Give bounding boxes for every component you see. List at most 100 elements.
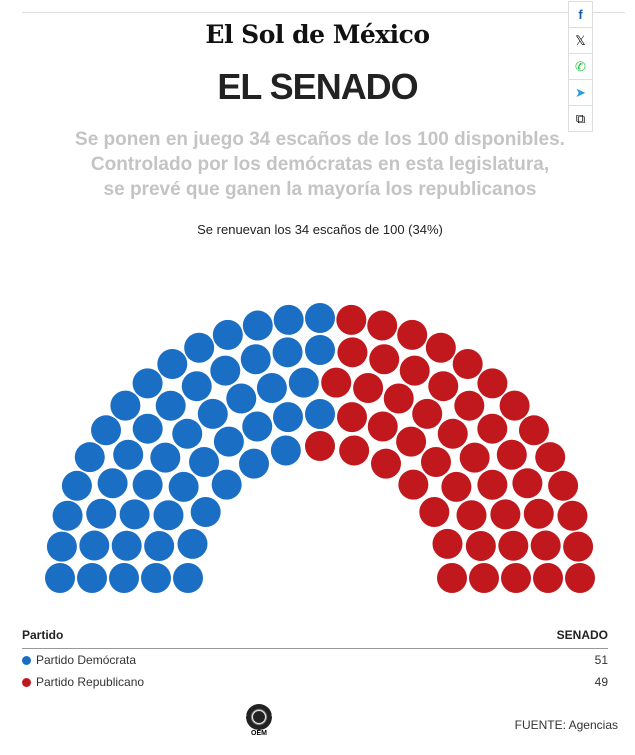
seat-republican bbox=[339, 435, 370, 466]
seat-democrat bbox=[86, 498, 117, 529]
parliament-chart bbox=[45, 303, 595, 593]
seat-democrat bbox=[153, 500, 184, 531]
subtitle-line: se prevé que ganen la mayoría los republ… bbox=[103, 179, 537, 200]
seat-democrat bbox=[288, 367, 319, 398]
seat-democrat bbox=[79, 530, 110, 561]
seat-democrat bbox=[74, 442, 105, 473]
chart-caption: Se renuevan los 34 escaños de 100 (34%) bbox=[197, 222, 443, 237]
table-row: Partido Republicano 49 bbox=[22, 671, 608, 693]
seat-democrat bbox=[213, 426, 244, 457]
seat-democrat bbox=[45, 563, 75, 593]
telegram-icon[interactable]: ➤ bbox=[568, 79, 593, 106]
seat-republican bbox=[452, 349, 483, 380]
seat-republican bbox=[305, 431, 335, 461]
seat-democrat bbox=[211, 469, 242, 500]
subtitle-line: Se ponen en juego 34 escaños de los 100 … bbox=[75, 129, 565, 150]
seat-democrat bbox=[111, 530, 142, 561]
seat-republican bbox=[518, 415, 549, 446]
subtitle: Se ponen en juego 34 escaños de los 100 … bbox=[0, 127, 635, 202]
seat-republican bbox=[371, 448, 401, 479]
logo: El Sol de México bbox=[205, 20, 430, 49]
seat-democrat bbox=[305, 399, 335, 429]
seat-republican bbox=[477, 469, 508, 500]
source-note: FUENTE: Agencias bbox=[514, 718, 618, 732]
results-table: Partido SENADO Partido Demócrata 51 Partid… bbox=[22, 628, 608, 693]
seat-republican bbox=[557, 500, 588, 531]
seat-democrat bbox=[172, 418, 203, 449]
seat-democrat bbox=[184, 332, 215, 363]
seat-republican bbox=[477, 413, 508, 444]
seat-republican bbox=[353, 372, 384, 403]
seat-republican bbox=[396, 426, 427, 457]
header-party: Partido bbox=[22, 628, 64, 642]
seat-republican bbox=[563, 531, 594, 562]
seat-republican bbox=[441, 471, 472, 502]
seat-democrat bbox=[210, 355, 241, 386]
seat-democrat bbox=[242, 411, 273, 442]
seat-republican bbox=[512, 468, 543, 499]
seat-democrat bbox=[113, 439, 144, 470]
seat-democrat bbox=[273, 402, 304, 433]
seat-republican bbox=[420, 447, 451, 478]
seat-democrat bbox=[273, 304, 304, 335]
table-row: Partido Demócrata 51 bbox=[22, 649, 608, 671]
seat-democrat bbox=[305, 335, 335, 365]
seat-republican bbox=[369, 344, 400, 375]
seat-democrat bbox=[119, 499, 150, 530]
seat-democrat bbox=[197, 398, 228, 429]
seat-republican bbox=[469, 563, 499, 593]
seat-democrat bbox=[177, 528, 208, 559]
table-header: Partido SENADO bbox=[22, 628, 608, 649]
seat-republican bbox=[548, 470, 579, 501]
legend-dot bbox=[22, 656, 31, 665]
seat-republican bbox=[496, 439, 527, 470]
seat-democrat bbox=[132, 469, 163, 500]
seat-republican bbox=[428, 371, 459, 402]
header-senado: SENADO bbox=[556, 628, 608, 642]
seat-democrat bbox=[110, 390, 141, 421]
legend-dot bbox=[22, 678, 31, 687]
seat-democrat bbox=[242, 310, 273, 341]
party-name: Partido Demócrata bbox=[36, 653, 137, 667]
seat-democrat bbox=[305, 303, 335, 333]
seat-democrat bbox=[109, 563, 139, 593]
copy-link-icon[interactable]: ⧉ bbox=[568, 105, 593, 132]
seat-republican bbox=[535, 442, 566, 473]
seat-democrat bbox=[226, 383, 257, 414]
seat-democrat bbox=[91, 415, 122, 446]
seat-republican bbox=[419, 497, 450, 527]
seat-republican bbox=[437, 418, 468, 449]
seat-republican bbox=[530, 530, 561, 561]
seat-republican bbox=[412, 398, 443, 429]
seat-democrat bbox=[144, 531, 175, 562]
seat-republican bbox=[367, 310, 398, 341]
seat-democrat bbox=[97, 468, 128, 499]
seat-republican bbox=[397, 319, 428, 350]
whatsapp-icon[interactable]: ✆ bbox=[568, 53, 593, 80]
seat-democrat bbox=[256, 372, 287, 403]
seat-democrat bbox=[52, 500, 83, 531]
seat-republican bbox=[425, 332, 456, 363]
seat-republican bbox=[336, 304, 367, 335]
seat-democrat bbox=[190, 497, 221, 527]
top-divider bbox=[22, 12, 625, 13]
seat-democrat bbox=[46, 531, 77, 562]
facebook-icon[interactable]: f bbox=[568, 1, 593, 28]
seat-democrat bbox=[189, 447, 220, 478]
seat-democrat bbox=[168, 471, 199, 502]
seat-democrat bbox=[272, 337, 303, 368]
share-bar: f 𝕏 ✆ ➤ ⧉ bbox=[568, 1, 593, 132]
seat-democrat bbox=[181, 371, 212, 402]
seat-republican bbox=[383, 383, 414, 414]
oem-logo: OEM bbox=[244, 704, 274, 744]
seat-republican bbox=[456, 500, 487, 531]
seat-democrat bbox=[150, 442, 181, 473]
seat-democrat bbox=[132, 368, 163, 399]
seat-republican bbox=[432, 528, 463, 559]
seat-republican bbox=[454, 390, 485, 421]
seat-count: 49 bbox=[594, 675, 608, 689]
seat-democrat bbox=[77, 563, 107, 593]
x-icon[interactable]: 𝕏 bbox=[568, 27, 593, 54]
seat-democrat bbox=[157, 349, 188, 380]
seat-republican bbox=[465, 531, 496, 562]
